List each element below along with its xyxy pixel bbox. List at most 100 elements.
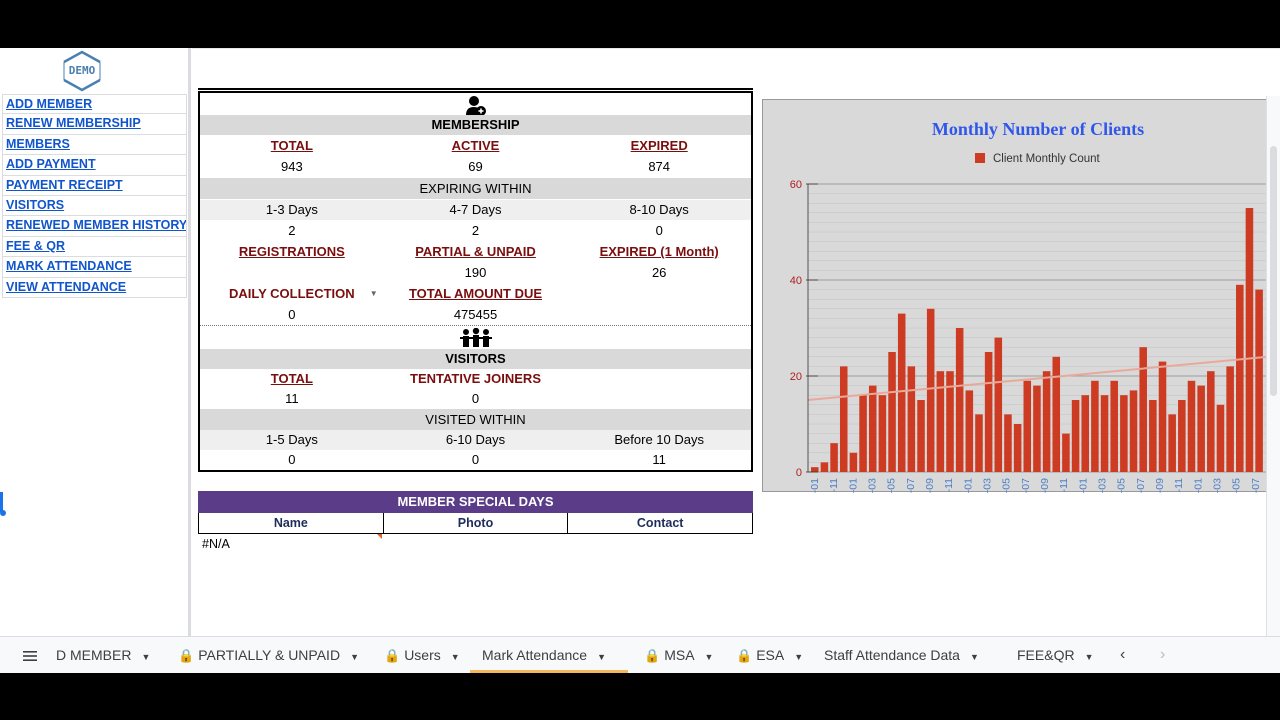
hamburger-menu-icon: [23, 651, 37, 662]
dropdown-arrow-icon[interactable]: ▼: [450, 652, 460, 662]
visitors-icon-row: [200, 328, 751, 348]
daily-collection-label[interactable]: DAILY COLLECTION ▼: [200, 284, 384, 304]
nav-mark-attendance[interactable]: MARK ATTENDANCE: [2, 257, 187, 278]
nav-payment-receipt[interactable]: PAYMENT RECEIPT: [2, 175, 187, 196]
dropdown-arrow-icon[interactable]: ▼: [597, 652, 606, 662]
chart-bar: [946, 371, 954, 472]
tab-label: ESA: [756, 647, 785, 663]
tab-add-member[interactable]: D MEMBER ▼: [56, 637, 150, 673]
nav-renew-membership[interactable]: RENEW MEMBERSHIP: [2, 114, 187, 135]
x-tick-label: 2025-01: [1192, 478, 1204, 493]
visited-within-title: VISITED WITHIN: [425, 412, 526, 427]
logo-hexagon-icon: [63, 50, 101, 92]
tab-mark-attendance[interactable]: Mark Attendance ▼: [482, 637, 606, 673]
y-tick-label: 40: [790, 275, 802, 287]
nav-add-member[interactable]: ADD MEMBER: [2, 94, 187, 115]
expiring-title: EXPIRING WITHIN: [419, 181, 532, 196]
chart-bar: [1071, 400, 1080, 472]
cursor-handle[interactable]: [0, 510, 6, 516]
tab-users[interactable]: 🔒 Users ▼: [384, 637, 460, 673]
chart-bar: [1207, 371, 1215, 472]
membership-header-row: TOTAL ACTIVE EXPIRED: [200, 136, 751, 156]
special-days-header: Name Photo Contact: [198, 513, 753, 534]
x-tick-label: 2022-11: [943, 478, 955, 493]
x-tick-label: 2022-05: [886, 478, 898, 493]
nav-renewed-member-history[interactable]: RENEWED MEMBER HISTORY: [2, 216, 187, 237]
daily-collection-text: DAILY COLLECTION: [228, 286, 355, 301]
visitors-total-label: TOTAL: [270, 371, 313, 386]
nav-visitors[interactable]: VISITORS: [2, 195, 187, 217]
chart-bar: [1042, 371, 1051, 472]
expiring-title-row: EXPIRING WITHIN: [200, 178, 751, 199]
chart-title: Monthly Number of Clients: [932, 119, 1144, 139]
chart-bar: [1052, 356, 1061, 472]
expiring-header-row: 1-3 Days 4-7 Days 8-10 Days: [200, 200, 751, 220]
dropdown-arrow-icon[interactable]: ▼: [369, 289, 378, 298]
special-days-value[interactable]: #N/A: [202, 537, 230, 551]
dropdown-arrow-icon[interactable]: ▼: [141, 652, 151, 662]
x-tick-label: 2023-01: [962, 478, 974, 493]
expiring-8-10-value: 0: [655, 223, 663, 238]
contact-column-header[interactable]: Contact: [636, 516, 684, 530]
nav-fee-qr[interactable]: FEE & QR: [2, 236, 187, 258]
dropdown-arrow-icon[interactable]: ▼: [794, 652, 804, 662]
collection-values-row: 0 475455: [200, 305, 751, 326]
expiring-4-7-value: 2: [471, 223, 480, 238]
tab-partially-unpaid[interactable]: 🔒 PARTIALLY & UNPAID ▼: [178, 637, 359, 673]
tab-msa[interactable]: 🔒 MSA ▼: [644, 637, 713, 673]
dashboard-top-border: [198, 88, 753, 90]
chart-bar: [1255, 289, 1263, 472]
demo-logo: DEMO: [60, 50, 104, 92]
chart-bar: [888, 352, 896, 472]
chart-bar: [1110, 380, 1118, 472]
x-tick-label: 2024-05: [1116, 478, 1128, 493]
vertical-scrollbar[interactable]: [1266, 96, 1280, 672]
sidebar-nav: ADD MEMBER RENEW MEMBERSHIP MEMBERS ADD …: [2, 94, 187, 298]
chart-bar: [1120, 395, 1128, 472]
dropdown-arrow-icon[interactable]: ▼: [704, 652, 714, 662]
chart-bar: [878, 395, 887, 472]
membership-title: MEMBERSHIP: [431, 117, 520, 132]
dropdown-arrow-icon[interactable]: ▼: [969, 652, 979, 662]
nav-add-payment[interactable]: ADD PAYMENT: [2, 155, 187, 176]
tab-label: PARTIALLY & UNPAID: [198, 647, 341, 663]
tab-staff-attendance-data[interactable]: Staff Attendance Data ▼: [824, 637, 979, 673]
registrations-values-row: 190 26: [200, 263, 751, 283]
tab-esa[interactable]: 🔒 ESA ▼: [736, 637, 803, 673]
all-sheets-menu-button[interactable]: [22, 637, 38, 673]
trend-line: [807, 355, 1269, 401]
chart-bar: [1197, 385, 1205, 472]
visited-6-10-value: 0: [471, 452, 480, 467]
expiring-8-10-label: 8-10 Days: [629, 202, 689, 217]
dropdown-arrow-icon[interactable]: ▼: [1084, 652, 1094, 662]
tab-label: D MEMBER: [56, 647, 132, 663]
nav-view-attendance[interactable]: VIEW ATTENDANCE: [2, 277, 187, 298]
monthly-clients-chart[interactable]: Monthly Number of Clients Client Monthly…: [762, 99, 1269, 517]
x-tick-label: 2022-09: [924, 478, 936, 493]
photo-column-header[interactable]: Photo: [384, 513, 569, 533]
comment-marker-icon[interactable]: [377, 534, 382, 539]
name-column-header[interactable]: Name: [199, 513, 384, 533]
x-tick-label: 2025-03: [1212, 478, 1224, 493]
tab-label: Users: [404, 647, 441, 663]
visited-values-row: 0 0 11: [200, 450, 751, 470]
membership-title-row: MEMBERSHIP: [200, 115, 751, 135]
x-tick-label: 2024-09: [1154, 478, 1166, 493]
membership-icon-row: [200, 95, 751, 116]
empty-cell: [567, 284, 751, 304]
scroll-tabs-right-icon[interactable]: ›: [1160, 646, 1166, 663]
x-tick-label: 2024-07: [1135, 478, 1147, 493]
lock-icon: 🔒: [384, 648, 401, 663]
registrations-header-row: REGISTRATIONS PARTIAL & UNPAID EXPIRED (…: [200, 242, 751, 262]
vertical-scroll-thumb[interactable]: [1270, 146, 1277, 396]
tab-fee-qr[interactable]: FEE&QR ▼: [1017, 637, 1094, 673]
chart-bar: [820, 462, 829, 472]
x-tick-label: 2021-11: [828, 478, 840, 493]
dropdown-arrow-icon[interactable]: ▼: [350, 652, 359, 662]
nav-members[interactable]: MEMBERS: [2, 134, 187, 156]
chart-bar: [1023, 380, 1032, 472]
chart-bar: [811, 467, 819, 472]
expired-value: 874: [648, 159, 671, 174]
chart-bar: [1149, 400, 1157, 472]
scroll-tabs-left-icon[interactable]: ‹: [1120, 646, 1126, 663]
